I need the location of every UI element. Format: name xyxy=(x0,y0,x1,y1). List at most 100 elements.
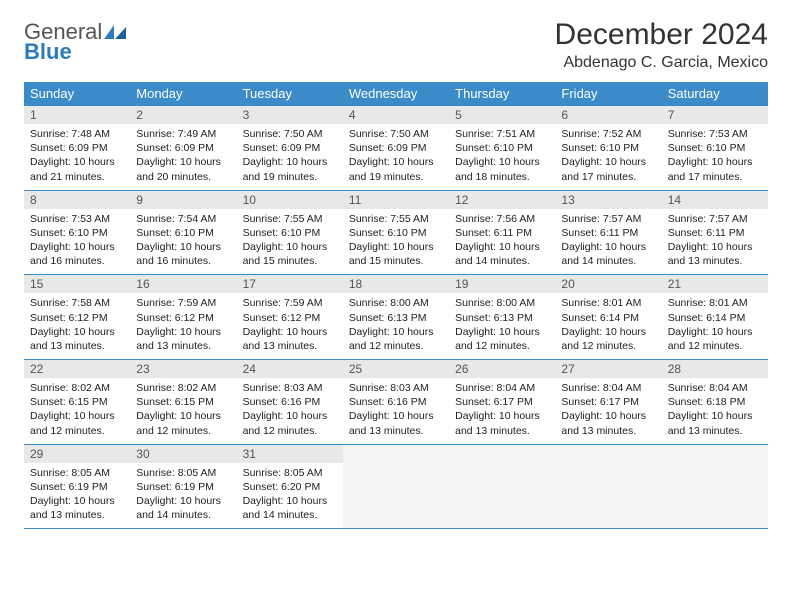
calendar-day-cell: 21Sunrise: 8:01 AMSunset: 6:14 PMDayligh… xyxy=(662,275,768,360)
calendar-week-row: 29Sunrise: 8:05 AMSunset: 6:19 PMDayligh… xyxy=(24,444,768,529)
calendar-day-cell: 2Sunrise: 7:49 AMSunset: 6:09 PMDaylight… xyxy=(130,106,236,191)
calendar-week-row: 8Sunrise: 7:53 AMSunset: 6:10 PMDaylight… xyxy=(24,190,768,275)
calendar-day-cell: 19Sunrise: 8:00 AMSunset: 6:13 PMDayligh… xyxy=(449,275,555,360)
day-number: 7 xyxy=(662,106,768,124)
calendar-day-cell: 11Sunrise: 7:55 AMSunset: 6:10 PMDayligh… xyxy=(343,190,449,275)
calendar-day-cell: 9Sunrise: 7:54 AMSunset: 6:10 PMDaylight… xyxy=(130,190,236,275)
calendar-day-cell: 6Sunrise: 7:52 AMSunset: 6:10 PMDaylight… xyxy=(555,106,661,191)
day-body: Sunrise: 7:55 AMSunset: 6:10 PMDaylight:… xyxy=(237,209,343,275)
calendar-body: 1Sunrise: 7:48 AMSunset: 6:09 PMDaylight… xyxy=(24,106,768,529)
header: General Blue December 2024 Abdenago C. G… xyxy=(24,18,768,72)
day-number: 14 xyxy=(662,191,768,209)
month-title: December 2024 xyxy=(555,18,768,52)
calendar-day-cell: 22Sunrise: 8:02 AMSunset: 6:15 PMDayligh… xyxy=(24,360,130,445)
day-number: 22 xyxy=(24,360,130,378)
calendar-day-cell: 12Sunrise: 7:56 AMSunset: 6:11 PMDayligh… xyxy=(449,190,555,275)
title-block: December 2024 Abdenago C. Garcia, Mexico xyxy=(555,18,768,72)
calendar-day-cell: 16Sunrise: 7:59 AMSunset: 6:12 PMDayligh… xyxy=(130,275,236,360)
calendar-day-cell xyxy=(449,444,555,529)
day-number: 9 xyxy=(130,191,236,209)
calendar-day-cell xyxy=(662,444,768,529)
day-body: Sunrise: 8:02 AMSunset: 6:15 PMDaylight:… xyxy=(130,378,236,444)
logo-text: General Blue xyxy=(24,22,126,62)
day-body: Sunrise: 8:01 AMSunset: 6:14 PMDaylight:… xyxy=(555,293,661,359)
day-body: Sunrise: 8:05 AMSunset: 6:19 PMDaylight:… xyxy=(130,463,236,529)
day-body: Sunrise: 7:56 AMSunset: 6:11 PMDaylight:… xyxy=(449,209,555,275)
day-body: Sunrise: 8:03 AMSunset: 6:16 PMDaylight:… xyxy=(343,378,449,444)
day-body: Sunrise: 8:00 AMSunset: 6:13 PMDaylight:… xyxy=(449,293,555,359)
day-header: Sunday xyxy=(24,82,130,106)
calendar-day-cell: 26Sunrise: 8:04 AMSunset: 6:17 PMDayligh… xyxy=(449,360,555,445)
day-body: Sunrise: 8:04 AMSunset: 6:17 PMDaylight:… xyxy=(449,378,555,444)
day-number: 19 xyxy=(449,275,555,293)
calendar-day-cell: 18Sunrise: 8:00 AMSunset: 6:13 PMDayligh… xyxy=(343,275,449,360)
day-number: 30 xyxy=(130,445,236,463)
day-body: Sunrise: 7:52 AMSunset: 6:10 PMDaylight:… xyxy=(555,124,661,190)
day-number: 3 xyxy=(237,106,343,124)
calendar-day-cell: 15Sunrise: 7:58 AMSunset: 6:12 PMDayligh… xyxy=(24,275,130,360)
day-body: Sunrise: 8:00 AMSunset: 6:13 PMDaylight:… xyxy=(343,293,449,359)
day-body: Sunrise: 7:53 AMSunset: 6:10 PMDaylight:… xyxy=(662,124,768,190)
day-header: Wednesday xyxy=(343,82,449,106)
day-body: Sunrise: 7:57 AMSunset: 6:11 PMDaylight:… xyxy=(662,209,768,275)
calendar-day-cell: 7Sunrise: 7:53 AMSunset: 6:10 PMDaylight… xyxy=(662,106,768,191)
day-header: Friday xyxy=(555,82,661,106)
calendar-day-cell: 10Sunrise: 7:55 AMSunset: 6:10 PMDayligh… xyxy=(237,190,343,275)
day-body: Sunrise: 8:03 AMSunset: 6:16 PMDaylight:… xyxy=(237,378,343,444)
day-number: 10 xyxy=(237,191,343,209)
calendar-day-cell: 5Sunrise: 7:51 AMSunset: 6:10 PMDaylight… xyxy=(449,106,555,191)
day-body: Sunrise: 8:04 AMSunset: 6:17 PMDaylight:… xyxy=(555,378,661,444)
day-number: 28 xyxy=(662,360,768,378)
day-body: Sunrise: 8:04 AMSunset: 6:18 PMDaylight:… xyxy=(662,378,768,444)
day-number: 16 xyxy=(130,275,236,293)
day-body: Sunrise: 7:54 AMSunset: 6:10 PMDaylight:… xyxy=(130,209,236,275)
day-body: Sunrise: 7:49 AMSunset: 6:09 PMDaylight:… xyxy=(130,124,236,190)
day-header: Thursday xyxy=(449,82,555,106)
calendar-day-cell: 30Sunrise: 8:05 AMSunset: 6:19 PMDayligh… xyxy=(130,444,236,529)
day-body: Sunrise: 7:50 AMSunset: 6:09 PMDaylight:… xyxy=(237,124,343,190)
day-body: Sunrise: 7:57 AMSunset: 6:11 PMDaylight:… xyxy=(555,209,661,275)
day-number: 15 xyxy=(24,275,130,293)
calendar-day-cell: 28Sunrise: 8:04 AMSunset: 6:18 PMDayligh… xyxy=(662,360,768,445)
day-body: Sunrise: 7:50 AMSunset: 6:09 PMDaylight:… xyxy=(343,124,449,190)
calendar-day-cell: 14Sunrise: 7:57 AMSunset: 6:11 PMDayligh… xyxy=(662,190,768,275)
calendar-table: Sunday Monday Tuesday Wednesday Thursday… xyxy=(24,82,768,529)
day-number: 6 xyxy=(555,106,661,124)
day-number: 8 xyxy=(24,191,130,209)
logo: General Blue xyxy=(24,18,126,62)
day-body: Sunrise: 8:05 AMSunset: 6:19 PMDaylight:… xyxy=(24,463,130,529)
day-number: 27 xyxy=(555,360,661,378)
day-number: 4 xyxy=(343,106,449,124)
day-number: 20 xyxy=(555,275,661,293)
calendar-day-cell: 8Sunrise: 7:53 AMSunset: 6:10 PMDaylight… xyxy=(24,190,130,275)
day-body: Sunrise: 7:59 AMSunset: 6:12 PMDaylight:… xyxy=(237,293,343,359)
calendar-day-cell: 27Sunrise: 8:04 AMSunset: 6:17 PMDayligh… xyxy=(555,360,661,445)
day-number: 21 xyxy=(662,275,768,293)
day-body: Sunrise: 7:51 AMSunset: 6:10 PMDaylight:… xyxy=(449,124,555,190)
day-header: Saturday xyxy=(662,82,768,106)
day-body: Sunrise: 7:48 AMSunset: 6:09 PMDaylight:… xyxy=(24,124,130,190)
calendar-day-cell: 31Sunrise: 8:05 AMSunset: 6:20 PMDayligh… xyxy=(237,444,343,529)
day-number: 24 xyxy=(237,360,343,378)
day-header: Tuesday xyxy=(237,82,343,106)
logo-word-blue: Blue xyxy=(24,39,72,64)
day-body: Sunrise: 7:58 AMSunset: 6:12 PMDaylight:… xyxy=(24,293,130,359)
calendar-day-cell: 1Sunrise: 7:48 AMSunset: 6:09 PMDaylight… xyxy=(24,106,130,191)
day-number: 13 xyxy=(555,191,661,209)
calendar-day-cell: 29Sunrise: 8:05 AMSunset: 6:19 PMDayligh… xyxy=(24,444,130,529)
calendar-day-cell: 13Sunrise: 7:57 AMSunset: 6:11 PMDayligh… xyxy=(555,190,661,275)
calendar-day-cell: 17Sunrise: 7:59 AMSunset: 6:12 PMDayligh… xyxy=(237,275,343,360)
day-number: 31 xyxy=(237,445,343,463)
calendar-day-cell xyxy=(555,444,661,529)
day-body: Sunrise: 7:59 AMSunset: 6:12 PMDaylight:… xyxy=(130,293,236,359)
calendar-day-cell: 4Sunrise: 7:50 AMSunset: 6:09 PMDaylight… xyxy=(343,106,449,191)
calendar-day-cell xyxy=(343,444,449,529)
location-subtitle: Abdenago C. Garcia, Mexico xyxy=(555,54,768,72)
day-body: Sunrise: 8:05 AMSunset: 6:20 PMDaylight:… xyxy=(237,463,343,529)
day-number: 25 xyxy=(343,360,449,378)
calendar-week-row: 1Sunrise: 7:48 AMSunset: 6:09 PMDaylight… xyxy=(24,106,768,191)
day-body: Sunrise: 7:55 AMSunset: 6:10 PMDaylight:… xyxy=(343,209,449,275)
day-body: Sunrise: 7:53 AMSunset: 6:10 PMDaylight:… xyxy=(24,209,130,275)
day-header-row: Sunday Monday Tuesday Wednesday Thursday… xyxy=(24,82,768,106)
day-header: Monday xyxy=(130,82,236,106)
